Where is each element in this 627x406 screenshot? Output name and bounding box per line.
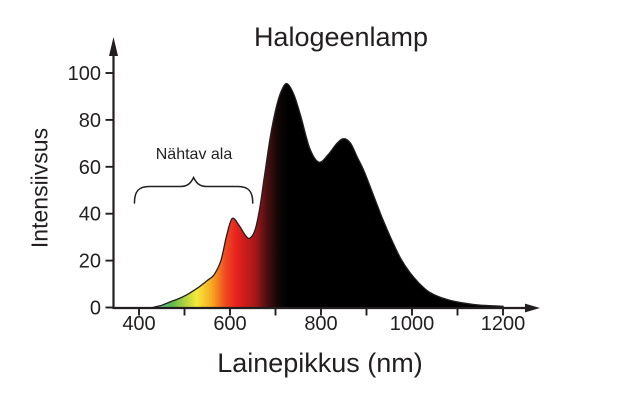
y-axis-label: Intensiivsus bbox=[26, 127, 53, 249]
visible-range-brace bbox=[133, 175, 254, 204]
spectrum-curve bbox=[152, 82, 504, 309]
y-axis-arrow-icon bbox=[109, 37, 118, 56]
axis-ticks bbox=[105, 72, 504, 316]
chart-title: Halogeenlamp bbox=[253, 22, 429, 52]
y-tick-label-0: 0 bbox=[90, 298, 101, 320]
y-tick-label-80: 80 bbox=[79, 110, 101, 132]
x-tick-label-800: 800 bbox=[304, 313, 337, 335]
y-tick-label-100: 100 bbox=[68, 63, 101, 85]
x-tick-label-1000: 1000 bbox=[390, 313, 435, 335]
y-tick-label-20: 20 bbox=[79, 251, 101, 273]
x-tick-label-600: 600 bbox=[213, 313, 246, 335]
x-tick-label-400: 400 bbox=[122, 313, 155, 335]
y-tick-label-40: 40 bbox=[79, 204, 101, 226]
axis-tick-labels: 400 600 800 1000 1200 0 20 40 60 80 100 bbox=[68, 63, 526, 335]
visible-range-annotation-label: Nähtav ala bbox=[155, 146, 233, 163]
x-tick-label-1200: 1200 bbox=[481, 313, 526, 335]
x-axis-label: Lainepikkus (nm) bbox=[217, 348, 423, 378]
y-tick-label-60: 60 bbox=[79, 157, 101, 179]
x-axis-arrow-icon bbox=[525, 303, 540, 313]
